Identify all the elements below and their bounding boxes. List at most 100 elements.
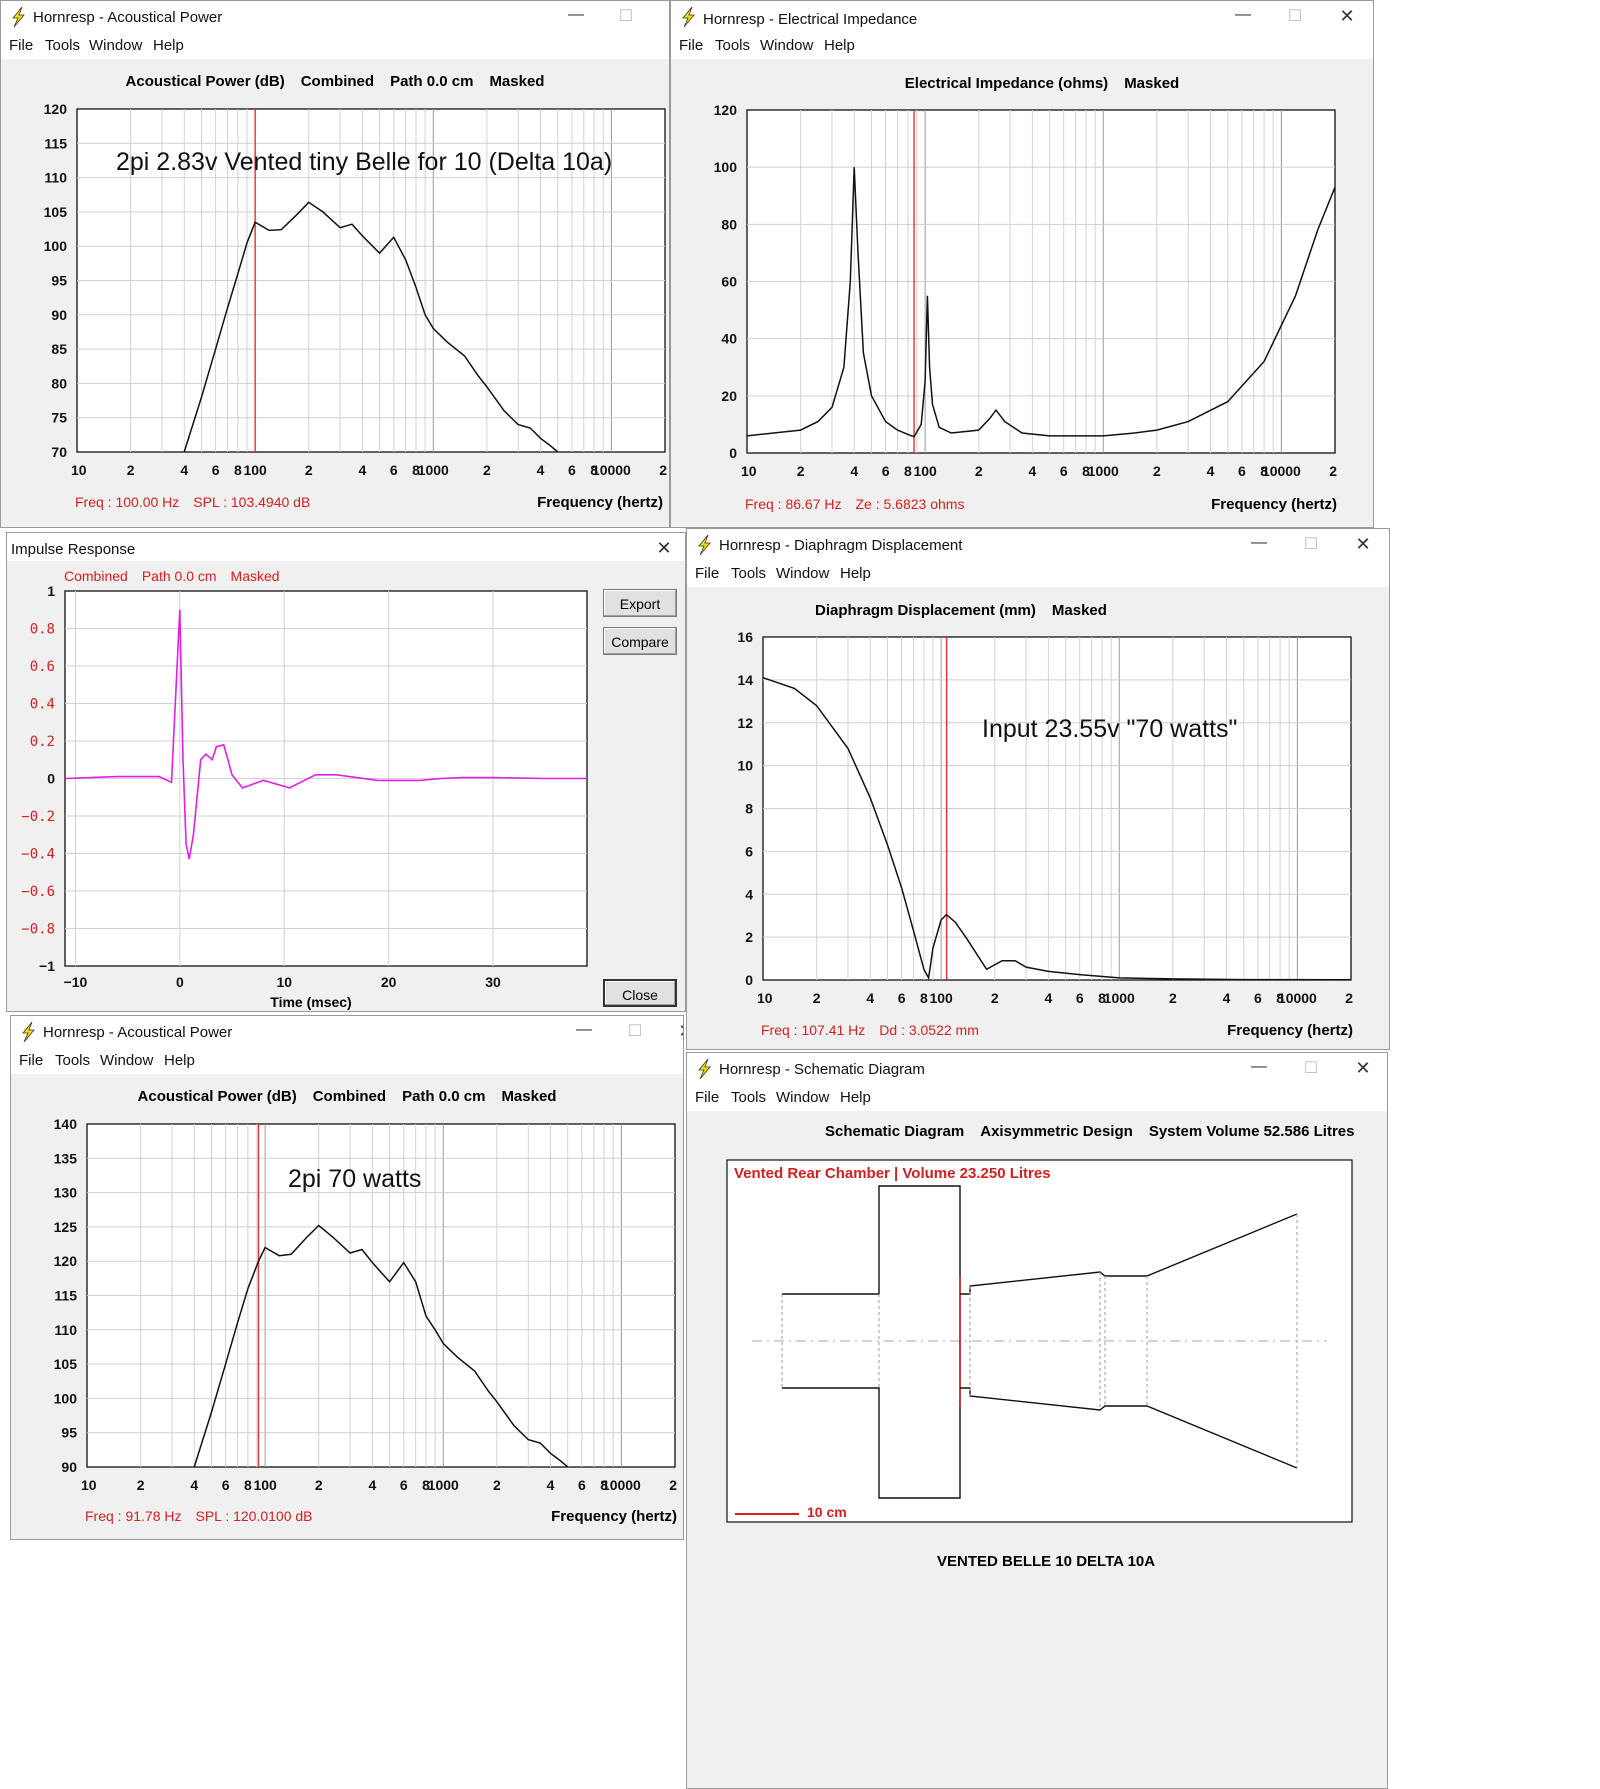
compare-button[interactable]: Compare bbox=[603, 627, 677, 655]
x-tick-label: 6 bbox=[390, 462, 398, 478]
y-tick-label: 95 bbox=[61, 1425, 77, 1441]
x-axis-label: Frequency (hertz) bbox=[537, 494, 663, 511]
menu-window[interactable]: Window bbox=[89, 37, 143, 54]
title-bar[interactable]: Hornresp - Diaphragm Displacement — ☐ ✕ bbox=[687, 529, 1389, 563]
y-tick-label: 20 bbox=[721, 388, 737, 404]
minimize-icon[interactable]: — bbox=[1251, 1058, 1267, 1075]
y-tick-label: 70 bbox=[51, 444, 67, 460]
x-tick-label: 6 bbox=[1076, 990, 1084, 1006]
impulse-response-chart[interactable]: −10 0 10 20 30 1 0.8 0.6 0.4 0.2 0 −0.2 −0.4 −0.6 −0.8… bbox=[7, 583, 597, 1012]
y-tick-label: 115 bbox=[54, 1288, 77, 1304]
export-button[interactable]: Export bbox=[603, 589, 677, 617]
x-tick-label: 2 bbox=[991, 990, 999, 1006]
y-tick-label: 14 bbox=[737, 672, 753, 688]
title-bar[interactable]: Hornresp - Schematic Diagram — ☐ ✕ bbox=[687, 1053, 1387, 1087]
y-tick-label: 120 bbox=[714, 102, 738, 118]
annotation-text: Input 23.55v "70 watts" bbox=[982, 715, 1237, 743]
menu-help[interactable]: Help bbox=[840, 1089, 871, 1106]
close-button[interactable]: Close bbox=[603, 979, 677, 1007]
menu-bar: File Tools Window Help bbox=[671, 35, 1373, 59]
x-tick-label: 8 bbox=[904, 463, 912, 479]
y-tick-label: −0.6 bbox=[21, 884, 55, 900]
menu-tools[interactable]: Tools bbox=[715, 37, 751, 54]
menu-file[interactable]: File bbox=[9, 37, 34, 54]
y-tick-label: 75 bbox=[51, 410, 67, 426]
menu-tools[interactable]: Tools bbox=[55, 1052, 91, 1069]
menu-help[interactable]: Help bbox=[164, 1052, 195, 1069]
window-title: Hornresp - Schematic Diagram bbox=[719, 1061, 925, 1078]
title-bar[interactable]: Hornresp - Electrical Impedance — ☐ ✕ bbox=[671, 1, 1373, 35]
menu-window[interactable]: Window bbox=[776, 1089, 830, 1106]
menu-file[interactable]: File bbox=[19, 1052, 44, 1069]
menu-tools[interactable]: Tools bbox=[45, 37, 81, 54]
x-tick-label: 10 bbox=[741, 463, 757, 479]
x-tick-label: 2 bbox=[315, 1477, 323, 1493]
x-tick-label: 8 bbox=[1098, 990, 1106, 1006]
title-bar[interactable]: Hornresp - Acoustical Power — ☐ bbox=[1, 1, 669, 35]
x-tick-label: 2 bbox=[1329, 463, 1337, 479]
cursor-readout: Freq : 86.67 Hz Ze : 5.6823 ohms bbox=[745, 496, 965, 512]
title-bar[interactable]: Hornresp - Acoustical Power — ☐ ✕ bbox=[11, 1016, 683, 1050]
menu-tools[interactable]: Tools bbox=[731, 1089, 767, 1106]
maximize-icon[interactable]: ☐ bbox=[1303, 1060, 1319, 1077]
x-tick-label: 100 bbox=[913, 463, 937, 479]
menu-help[interactable]: Help bbox=[153, 37, 184, 54]
x-tick-label: 30 bbox=[485, 974, 501, 990]
x-tick-label: 6 bbox=[400, 1477, 408, 1493]
y-tick-label: 80 bbox=[51, 375, 67, 391]
y-tick-label: −0.4 bbox=[21, 847, 55, 863]
minimize-icon[interactable]: — bbox=[1251, 534, 1267, 551]
y-tick-label: 0.8 bbox=[30, 622, 55, 638]
x-tick-label: 6 bbox=[222, 1477, 230, 1493]
x-tick-label: 4 bbox=[866, 990, 874, 1006]
minimize-icon[interactable]: — bbox=[576, 1021, 592, 1038]
close-icon[interactable]: ✕ bbox=[1355, 1058, 1371, 1078]
menu-tools[interactable]: Tools bbox=[731, 565, 767, 582]
menu-window[interactable]: Window bbox=[760, 37, 814, 54]
window-title: Hornresp - Electrical Impedance bbox=[703, 11, 918, 28]
menu-bar: File Tools Window Help bbox=[11, 1050, 683, 1074]
x-tick-label: 4 bbox=[1207, 463, 1215, 479]
design-name: VENTED BELLE 10 DELTA 10A bbox=[937, 1553, 1156, 1570]
close-icon[interactable]: ✕ bbox=[1355, 534, 1371, 554]
y-tick-label: 135 bbox=[54, 1150, 78, 1166]
x-tick-label: 1000 bbox=[418, 462, 449, 478]
window-title: Hornresp - Acoustical Power bbox=[33, 9, 223, 26]
menu-help[interactable]: Help bbox=[824, 37, 855, 54]
close-icon[interactable]: ✕ bbox=[676, 1021, 683, 1042]
menu-file[interactable]: File bbox=[695, 565, 720, 582]
x-tick-label: 6 bbox=[212, 462, 220, 478]
close-icon[interactable]: ✕ bbox=[656, 538, 672, 558]
x-tick-label: 6 bbox=[1060, 463, 1068, 479]
x-tick-label: 2 bbox=[1169, 990, 1177, 1006]
x-tick-label: 100 bbox=[243, 462, 267, 478]
menu-bar: File Tools Window Help bbox=[1, 35, 669, 59]
menu-window[interactable]: Window bbox=[100, 1052, 154, 1069]
y-tick-label: 115 bbox=[44, 135, 67, 151]
y-tick-label: 10 bbox=[737, 758, 753, 774]
maximize-icon[interactable]: ☐ bbox=[627, 1023, 643, 1040]
maximize-icon[interactable]: ☐ bbox=[1287, 8, 1303, 25]
minimize-icon[interactable]: — bbox=[1235, 6, 1251, 23]
x-tick-label: 2 bbox=[813, 990, 821, 1006]
x-tick-label: 8 bbox=[234, 462, 242, 478]
x-tick-label: 100 bbox=[929, 990, 953, 1006]
x-tick-label: 4 bbox=[1223, 990, 1231, 1006]
title-bar[interactable]: Impulse Response ✕ bbox=[7, 533, 685, 561]
close-icon[interactable]: ✕ bbox=[1339, 6, 1355, 26]
menu-help[interactable]: Help bbox=[840, 565, 871, 582]
maximize-icon[interactable]: ☐ bbox=[618, 8, 634, 25]
y-tick-label: 8 bbox=[745, 801, 753, 817]
maximize-icon[interactable]: ☐ bbox=[1303, 536, 1319, 553]
menu-file[interactable]: File bbox=[679, 37, 704, 54]
y-tick-label: 90 bbox=[51, 307, 67, 323]
minimize-icon[interactable]: — bbox=[568, 6, 584, 23]
menu-file[interactable]: File bbox=[695, 1089, 720, 1106]
x-tick-label: 10000 bbox=[1278, 990, 1317, 1006]
hornresp-app-icon bbox=[22, 1021, 35, 1043]
menu-window[interactable]: Window bbox=[776, 565, 830, 582]
